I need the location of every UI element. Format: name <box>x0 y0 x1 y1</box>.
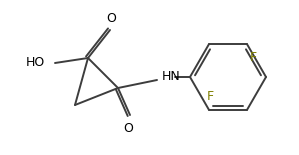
Text: O: O <box>123 122 133 135</box>
Text: O: O <box>106 12 116 25</box>
Text: F: F <box>249 51 257 64</box>
Text: HN: HN <box>162 69 181 82</box>
Text: HO: HO <box>26 57 45 69</box>
Text: F: F <box>206 90 213 103</box>
